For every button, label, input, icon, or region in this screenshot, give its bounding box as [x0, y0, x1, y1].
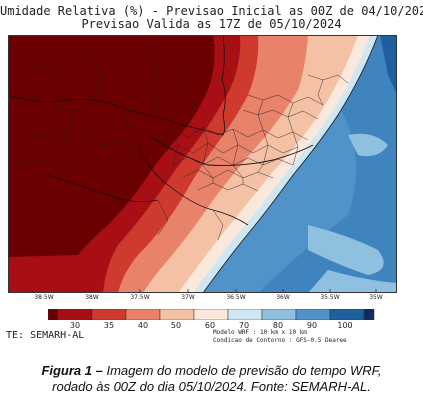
- lon-tick-label: 36W: [276, 294, 290, 301]
- humidity-map: [8, 35, 397, 293]
- lon-tick-label: 38W: [85, 294, 99, 301]
- ocean-deep-band: [258, 35, 397, 293]
- colorbar-swatch: [91, 309, 127, 320]
- figure-caption-text: Imagem do modelo de previsão do tempo WR…: [102, 363, 382, 378]
- colorbar-label: 80: [272, 321, 284, 330]
- lon-tick-label: 37W: [181, 294, 195, 301]
- colorbar-label: 30: [69, 321, 81, 330]
- lon-tick-label: 35W: [369, 294, 383, 301]
- colorbar-swatch: [363, 309, 375, 320]
- colorbar-swatch: [57, 309, 93, 320]
- colorbar-swatch: [48, 309, 59, 320]
- boundary-condition-info: Condicao de Contorno : GFS-0.5 Dearee: [213, 337, 347, 344]
- municipal-boundaries: [17, 44, 349, 241]
- colorbar-label: 100: [337, 321, 353, 330]
- colorbar-label: 40: [137, 321, 149, 330]
- ocean-light-patch-3: [348, 133, 388, 157]
- ocean-dark-patch: [380, 35, 397, 95]
- colorbar-swatch: [329, 309, 365, 320]
- lon-tick-label: 37.5W: [130, 294, 150, 301]
- rh-band-30: [8, 35, 215, 257]
- state-border-south: [137, 144, 249, 226]
- colorbar-label: 70: [238, 321, 250, 330]
- ocean-light-patch-2: [308, 270, 397, 293]
- lon-tick-label: 35.5W: [320, 294, 340, 301]
- lon-tick-label: 38.5W: [34, 294, 54, 301]
- colorbar-label: 50: [170, 321, 182, 330]
- colorbar-label: 35: [103, 321, 115, 330]
- colorbar-swatch: [125, 309, 161, 320]
- colorbar-label: 60: [204, 321, 216, 330]
- figure-caption-line2: rodado às 00Z do dia 05/10/2024. Fonte: …: [52, 379, 371, 394]
- coastline: [202, 35, 379, 293]
- map-title-line1: Umidade Relativa (%) - Previsao Inicial …: [0, 4, 423, 18]
- state-border-se: [47, 174, 159, 202]
- source-label: TE: SEMARH-AL: [6, 330, 85, 341]
- ocean-light-patch-1: [308, 225, 384, 275]
- map-title-line2: Previsao Valida as 17Z de 05/10/2024: [81, 17, 342, 31]
- colorbar-swatch: [261, 309, 297, 320]
- rh-band-30-south: [8, 257, 88, 293]
- figure-caption-line1: Figura 1 – Imagem do modelo de previsão …: [0, 363, 423, 378]
- colorbar: [48, 309, 375, 320]
- state-border-north: [221, 35, 226, 136]
- colorbar-swatch: [159, 309, 195, 320]
- colorbar-swatch: [227, 309, 263, 320]
- colorbar-label: 90: [306, 321, 318, 330]
- model-info: Modelo WRF : 10 km x 10 km: [213, 329, 307, 336]
- colorbar-swatch: [193, 309, 229, 320]
- figure-caption-label: Figura 1 –: [41, 363, 103, 378]
- lon-tick-label: 36.5W: [226, 294, 246, 301]
- state-border-alagoas: [147, 134, 314, 166]
- colorbar-swatch: [295, 309, 331, 320]
